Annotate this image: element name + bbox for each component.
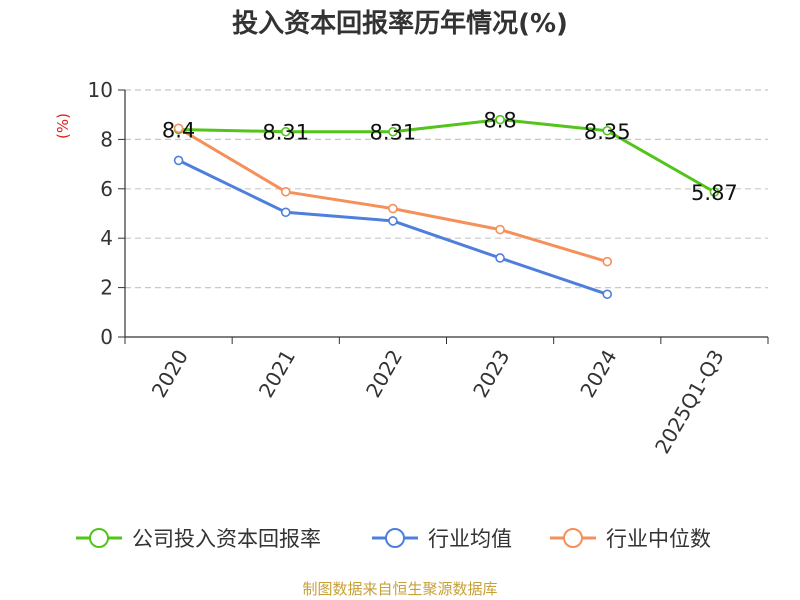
series-line-0 [178,118,716,194]
legend-label: 公司投入资本回报率 [132,527,321,551]
series-line-1 [177,159,608,296]
grid-lines [125,89,768,289]
data-label: 8.31 [370,121,417,145]
data-point [280,186,291,197]
data-point [495,224,505,235]
legend-marker [89,528,109,548]
legend-label: 行业中位数 [606,527,711,551]
y-tick-label: 2 [100,276,113,300]
data-label: 8.4 [162,119,195,143]
data-point [602,289,613,300]
legend-item-2[interactable]: 行业中位数 [550,527,711,551]
y-tick-label: 10 [88,78,113,102]
data-point [388,126,398,137]
data-point [388,216,398,226]
source-note: 制图数据来自恒生聚源数据库 [302,580,497,598]
data-label: 8.8 [483,109,516,133]
data-label: 5.87 [691,181,738,205]
data-point [495,114,505,125]
data-labels: 8.4 8.31 8.31 8.8 8.35 5.87 [162,109,738,205]
data-label: 8.35 [584,120,631,144]
x-tick-label: 2023 [468,346,514,402]
y-tick-label: 8 [100,127,113,151]
legend-item-1[interactable]: 行业均值 [372,527,512,551]
data-point [388,203,398,214]
y-tick-label: 0 [100,325,113,349]
y-tick-label: 6 [100,177,113,201]
y-axis-label: (%) [54,113,72,139]
series [173,114,720,300]
data-point [709,187,720,197]
x-tick-label: 2022 [361,346,407,402]
data-point [602,125,613,136]
x-tick-label: 2025Q1-Q3 [650,346,729,458]
x-tick-label: 2024 [575,346,621,402]
data-point [280,126,291,137]
data-point [495,253,505,263]
series-line-2 [177,127,608,264]
y-tick-label: 4 [100,226,113,250]
x-tick-label: 2021 [254,346,300,402]
data-point [280,207,291,218]
data-label: 8.31 [262,121,309,145]
data-point [602,256,613,267]
data-point [173,123,184,134]
x-tick-label: 2020 [147,346,193,402]
legend-label: 行业均值 [428,527,512,551]
legend-item-0[interactable]: 公司投入资本回报率 [76,527,321,551]
chart-title: 投入资本回报率历年情况(%) [232,8,568,39]
legend-marker [385,528,405,548]
legend-marker [563,528,583,548]
legend[interactable]: 公司投入资本回报率 行业均值 行业中位数 [76,527,711,551]
data-point [173,155,184,166]
